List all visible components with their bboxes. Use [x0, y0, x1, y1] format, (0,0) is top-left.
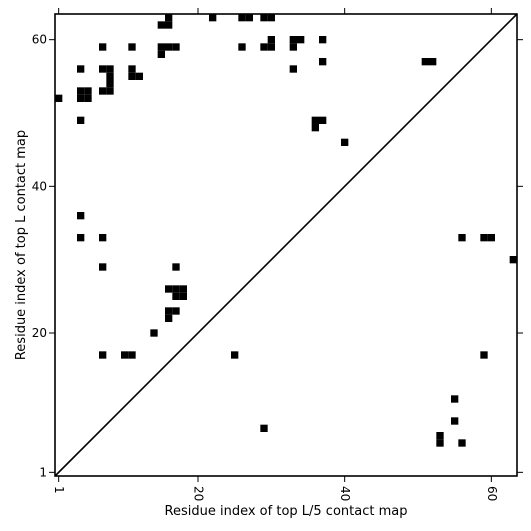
contact-cell — [311, 116, 319, 124]
contact-cell — [128, 43, 136, 51]
contact-cell — [297, 36, 305, 44]
contact-cell — [451, 395, 459, 403]
contact-cell — [436, 432, 444, 440]
contact-cell — [267, 36, 275, 44]
axis-ticks: 1 20 40 60 1 20 40 60 — [32, 8, 523, 501]
contact-cell — [238, 43, 246, 51]
contact-cell — [209, 14, 217, 22]
diagonal-line — [54, 13, 518, 477]
contact-cell — [165, 14, 173, 22]
y-tick-label: 40 — [32, 179, 47, 193]
contact-cell — [172, 43, 180, 51]
contact-cell — [77, 212, 85, 220]
contact-cell — [172, 263, 180, 271]
x-tick-label: 1 — [52, 486, 66, 494]
contact-cell — [319, 58, 327, 66]
contact-cell — [480, 351, 488, 359]
contact-cell — [289, 65, 297, 73]
contact-cell — [289, 43, 297, 51]
contact-cell — [267, 14, 275, 22]
contact-cell — [487, 234, 495, 242]
contact-cell — [319, 36, 327, 44]
contact-cell — [77, 87, 85, 95]
contact-cell — [99, 87, 107, 95]
contact-cell — [267, 43, 275, 51]
contact-cell — [157, 50, 165, 58]
contact-cell — [319, 116, 327, 124]
contact-cell — [55, 94, 63, 102]
contact-cell — [99, 65, 107, 73]
contact-cell — [238, 14, 246, 22]
contact-cell — [157, 21, 165, 29]
contact-cell — [157, 43, 165, 51]
contact-cell — [165, 314, 173, 322]
contact-cell — [99, 263, 107, 271]
x-axis-title: Residue index of top L/5 contact map — [165, 504, 408, 519]
contact-cell — [106, 72, 114, 80]
y-tick-label: 1 — [39, 465, 47, 479]
contact-cell — [99, 234, 107, 242]
contact-cell — [179, 285, 187, 293]
contact-cell — [106, 87, 114, 95]
contact-cells — [55, 14, 517, 447]
contact-cell — [165, 43, 173, 51]
contact-cell — [135, 72, 143, 80]
contact-cell — [77, 65, 85, 73]
contact-cell — [172, 285, 180, 293]
contact-cell — [84, 87, 92, 95]
contact-cell — [128, 72, 136, 80]
contact-cell — [458, 234, 466, 242]
contact-cell — [231, 351, 239, 359]
contact-cell — [289, 36, 297, 44]
contact-cell — [165, 307, 173, 315]
y-tick-label: 60 — [32, 33, 47, 47]
contact-cell — [260, 14, 268, 22]
contact-cell — [84, 94, 92, 102]
x-tick-label: 20 — [192, 486, 206, 501]
contact-cell — [421, 58, 429, 66]
contact-cell — [99, 43, 107, 51]
contact-cell — [480, 234, 488, 242]
contact-cell — [77, 234, 85, 242]
contact-cell — [165, 285, 173, 293]
contact-cell — [172, 292, 180, 300]
contact-cell — [121, 351, 129, 359]
contact-cell — [260, 43, 268, 51]
contact-cell — [311, 124, 319, 132]
contact-cell — [245, 14, 253, 22]
contact-cell — [509, 256, 517, 264]
contact-cell — [128, 351, 136, 359]
contact-cell — [341, 138, 349, 146]
contact-cell — [451, 417, 459, 425]
contact-cell — [77, 94, 85, 102]
y-axis-title: Residue index of top L contact map — [14, 130, 29, 360]
contact-cell — [150, 329, 158, 337]
contact-cell — [106, 80, 114, 88]
contact-cell — [458, 439, 466, 447]
contact-cell — [172, 307, 180, 315]
contact-cell — [99, 351, 107, 359]
contact-cell — [429, 58, 437, 66]
contact-cell — [260, 424, 268, 432]
contact-cell — [77, 116, 85, 124]
x-tick-label: 60 — [485, 486, 499, 501]
contact-cell — [179, 292, 187, 300]
contact-cell — [165, 21, 173, 29]
x-tick-label: 40 — [338, 486, 352, 501]
contact-cell — [106, 65, 114, 73]
y-tick-label: 20 — [32, 326, 47, 340]
contact-cell — [436, 439, 444, 447]
plot-frame — [54, 13, 518, 477]
contact-cell — [128, 65, 136, 73]
